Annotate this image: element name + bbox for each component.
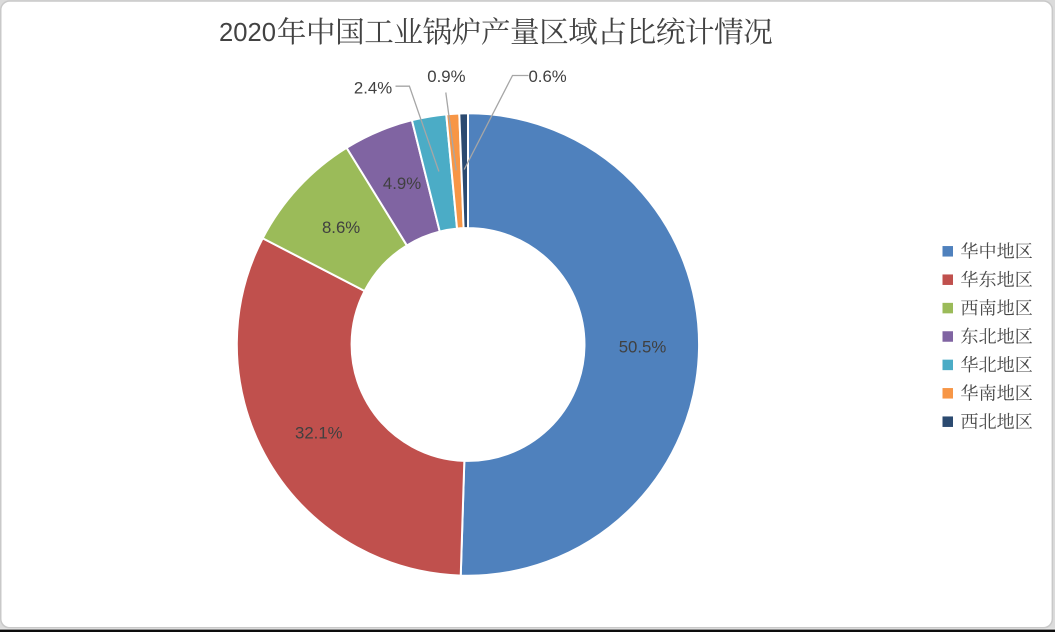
- svg-text:0.9%: 0.9%: [427, 67, 465, 86]
- svg-text:0.6%: 0.6%: [528, 67, 566, 86]
- svg-text:32.1%: 32.1%: [295, 423, 343, 442]
- svg-text:2020: 2020: [219, 19, 276, 47]
- svg-text:50.5%: 50.5%: [619, 338, 667, 357]
- svg-text:2.4%: 2.4%: [354, 78, 392, 97]
- svg-text:4.9%: 4.9%: [383, 174, 421, 193]
- svg-text:8.6%: 8.6%: [322, 218, 360, 237]
